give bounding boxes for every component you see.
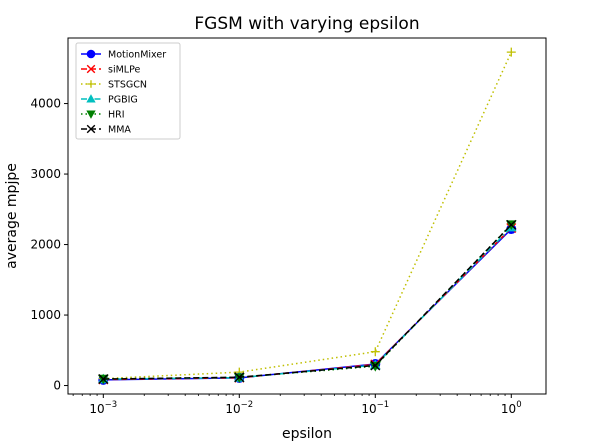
y-tick-label: 2000 [30,238,61,252]
x-tick-label: 10−1 [361,400,389,416]
x-tick-label: 10−3 [89,400,117,416]
legend-label: PGBIG [108,95,138,106]
series-marker [86,124,96,134]
series-marker [369,362,381,372]
legend-label: siMLPe [108,65,140,76]
x-tick-label: 10−2 [225,400,253,416]
legend-item: siMLPe [81,65,140,76]
legend-item: HRI [81,110,125,121]
plot-area-frame [67,37,547,395]
legend-label: MotionMixer [108,50,166,61]
series-mma [98,219,517,385]
y-tick-label: 4000 [30,97,61,111]
legend-box [75,42,181,140]
y-tick-label: 0 [53,379,61,393]
series-line [103,224,512,380]
y-tick-label: 1000 [30,308,61,322]
series-hri [97,220,517,385]
series-marker [506,219,517,230]
series-line [103,226,512,380]
series-marker [506,47,516,57]
x-axis: 10−3 10−2 10−1 100 [72,394,522,416]
legend-label: MMA [108,125,131,136]
series-pgbig [97,221,517,384]
legend: MotionMixer siMLPe STSGCN PGBIG HRI MMA [75,42,181,140]
series-motionmixer [98,224,517,385]
y-axis-label: average mpjpe [4,163,20,269]
series-marker [86,110,96,119]
legend-item: PGBIG [81,94,138,106]
y-axis: 0 1000 2000 3000 4000 [30,97,68,393]
series-marker [98,374,109,385]
legend-label: STSGCN [108,80,147,91]
series-line [103,51,512,380]
series-simlpe [98,222,517,385]
legend-label: HRI [108,110,125,121]
series-marker [86,49,96,59]
series-marker [86,94,96,103]
x-tick-label: 100 [501,400,522,416]
series-marker [234,372,245,383]
series-marker [370,360,381,371]
series-line [103,223,512,380]
series-marker [86,64,96,74]
series-line [103,228,512,381]
x-axis-label: epsilon [282,426,332,442]
y-tick-label: 3000 [30,167,61,181]
legend-item: MotionMixer [81,50,166,61]
series-marker [370,347,380,357]
series-marker [87,80,95,88]
legend-item: STSGCN [81,80,147,91]
chart-title: FGSM with varying epsilon [194,14,419,34]
series-line [103,227,512,381]
legend-item: MMA [81,125,131,136]
series-layer [97,47,517,385]
